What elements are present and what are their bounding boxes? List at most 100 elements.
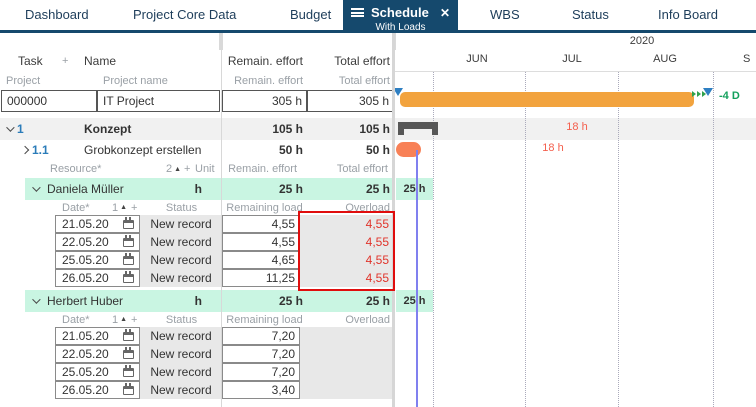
sort-order: 2 xyxy=(166,163,173,175)
col-header-status[interactable]: Status xyxy=(165,201,198,214)
date-cell[interactable]: 25.05.20 xyxy=(55,251,140,269)
remaining-load-cell[interactable]: 4,55 xyxy=(222,233,300,251)
calendar-icon[interactable] xyxy=(123,382,134,395)
day-row[interactable]: 22.05.20 New record 7,20 xyxy=(0,345,756,363)
calendar-icon[interactable] xyxy=(123,364,134,377)
tab-info-board[interactable]: Info Board xyxy=(658,7,718,22)
status-cell[interactable]: New record xyxy=(140,233,222,251)
status-cell[interactable]: New record xyxy=(140,215,222,233)
status-cell[interactable]: New record xyxy=(140,251,222,269)
date-cell[interactable]: 26.05.20 xyxy=(55,269,140,287)
grobkonzept-gantt-bar[interactable] xyxy=(396,142,421,157)
date-value: 25.05.20 xyxy=(62,253,109,267)
status-cell[interactable]: New record xyxy=(140,327,222,345)
remaining-load-cell[interactable]: 7,20 xyxy=(222,345,300,363)
task-row-konzept[interactable]: 1 Konzept 105 h 105 h xyxy=(0,118,756,140)
day-row[interactable]: 21.05.20 New record 4,55 4,55 xyxy=(0,215,756,233)
date-cell[interactable]: 22.05.20 xyxy=(55,345,140,363)
remaining-load-cell[interactable]: 7,20 xyxy=(222,363,300,381)
close-icon[interactable]: ✕ xyxy=(439,5,450,20)
calendar-icon[interactable] xyxy=(123,346,134,359)
col-header-date[interactable]: Date* xyxy=(62,201,90,214)
date-value: 21.05.20 xyxy=(62,217,109,231)
milestone-end-icon[interactable] xyxy=(703,88,713,96)
date-cell[interactable]: 25.05.20 xyxy=(55,363,140,381)
date-cell[interactable]: 22.05.20 xyxy=(55,233,140,251)
col-header-total[interactable]: Total effort xyxy=(334,54,390,68)
status-cell[interactable]: New record xyxy=(140,345,222,363)
expand-icon[interactable] xyxy=(20,140,30,160)
tab-schedule[interactable]: Schedule ✕ With Loads xyxy=(343,0,458,33)
col-header-task[interactable]: Task xyxy=(18,54,43,68)
calendar-icon[interactable] xyxy=(123,328,134,341)
project-name-cell[interactable]: IT Project xyxy=(97,90,220,112)
column-splitter-line[interactable] xyxy=(221,50,222,407)
collapse-icon[interactable] xyxy=(32,290,41,312)
col-header-status[interactable]: Status xyxy=(165,313,198,326)
day-row[interactable]: 22.05.20 New record 4,55 4,55 xyxy=(0,233,756,251)
remaining-load-cell[interactable]: 7,20 xyxy=(222,327,300,345)
col-header-name[interactable]: Name xyxy=(84,54,117,68)
konzept-summary-bar[interactable] xyxy=(398,122,438,135)
remaining-load-cell[interactable]: 3,40 xyxy=(222,381,300,399)
project-row[interactable]: 000000 IT Project 305 h 305 h xyxy=(0,90,756,112)
add-column-button[interactable]: + xyxy=(62,55,69,67)
remaining-load-cell[interactable]: 4,55 xyxy=(222,215,300,233)
resource-total: 25 h xyxy=(365,182,390,196)
tab-budget[interactable]: Budget xyxy=(290,7,332,22)
col-header-remaining-load[interactable]: Remaining load xyxy=(226,201,303,214)
day-row[interactable]: 25.05.20 New record 4,65 4,55 xyxy=(0,251,756,269)
project-id-cell[interactable]: 000000 xyxy=(1,90,97,112)
column-splitter[interactable] xyxy=(219,33,223,50)
col-header-unit[interactable]: Unit xyxy=(195,163,215,175)
col-header-overload[interactable]: Overload xyxy=(345,313,390,326)
calendar-icon[interactable] xyxy=(123,252,134,265)
tab-dashboard[interactable]: Dashboard xyxy=(25,7,89,22)
collapse-icon[interactable] xyxy=(6,118,15,140)
resource-row-herbert[interactable]: Herbert Huber h 25 h 25 h xyxy=(0,290,756,312)
calendar-icon[interactable] xyxy=(123,216,134,229)
col-header-date[interactable]: Date* xyxy=(62,313,90,326)
status-cell[interactable]: New record xyxy=(140,363,222,381)
tab-project-core-data[interactable]: Project Core Data xyxy=(133,7,237,22)
tab-status[interactable]: Status xyxy=(572,7,609,22)
remaining-load-cell[interactable]: 11,25 xyxy=(222,269,300,287)
remaining-load-cell[interactable]: 4,65 xyxy=(222,251,300,269)
add-column-button[interactable]: + xyxy=(184,163,191,175)
task-row-grobkonzept[interactable]: 1.1 Grobkonzept erstellen 50 h 50 h xyxy=(0,140,756,160)
add-column-button[interactable]: + xyxy=(131,201,138,214)
milestone-start-icon[interactable] xyxy=(393,88,403,96)
date-cell[interactable]: 26.05.20 xyxy=(55,381,140,399)
day-row[interactable]: 21.05.20 New record 7,20 xyxy=(0,327,756,345)
add-column-button[interactable]: + xyxy=(131,313,138,326)
day-row[interactable]: 26.05.20 New record 3,40 xyxy=(0,381,756,399)
col-header-remain[interactable]: Remain. effort xyxy=(228,163,297,175)
overload-cell: 4,55 xyxy=(300,251,394,269)
day-row[interactable]: 26.05.20 New record 11,25 4,55 xyxy=(0,269,756,287)
sort-indicator[interactable]: 2 ▲ xyxy=(166,160,181,178)
menu-icon[interactable] xyxy=(351,8,364,17)
date-cell[interactable]: 21.05.20 xyxy=(55,215,140,233)
col-header-resource[interactable]: Resource* xyxy=(50,163,102,175)
status-cell[interactable]: New record xyxy=(140,269,222,287)
calendar-icon[interactable] xyxy=(123,270,134,283)
date-cell[interactable]: 21.05.20 xyxy=(55,327,140,345)
calendar-icon[interactable] xyxy=(123,234,134,247)
tab-wbs[interactable]: WBS xyxy=(490,7,520,22)
status-cell[interactable]: New record xyxy=(140,381,222,399)
col-header-remaining-load[interactable]: Remaining load xyxy=(226,313,303,326)
task-remain: 105 h xyxy=(272,122,303,136)
sort-indicator[interactable]: 1 ▲ xyxy=(112,312,127,327)
col-header-remain[interactable]: Remain. effort xyxy=(227,54,303,68)
sort-indicator[interactable]: 1 ▲ xyxy=(112,200,127,215)
status-value: New record xyxy=(150,253,212,267)
project-remain-cell[interactable]: 305 h xyxy=(222,90,307,112)
resource-unit: h xyxy=(194,294,202,308)
day-row[interactable]: 25.05.20 New record 7,20 xyxy=(0,363,756,381)
collapse-icon[interactable] xyxy=(32,178,41,200)
col-header-total[interactable]: Total effort xyxy=(336,163,388,175)
resource-row-daniela[interactable]: Daniela Müller h 25 h 25 h xyxy=(0,178,756,200)
col-header-overload[interactable]: Overload xyxy=(345,201,390,214)
project-gantt-bar[interactable] xyxy=(400,92,694,107)
project-total-cell[interactable]: 305 h xyxy=(307,90,394,112)
